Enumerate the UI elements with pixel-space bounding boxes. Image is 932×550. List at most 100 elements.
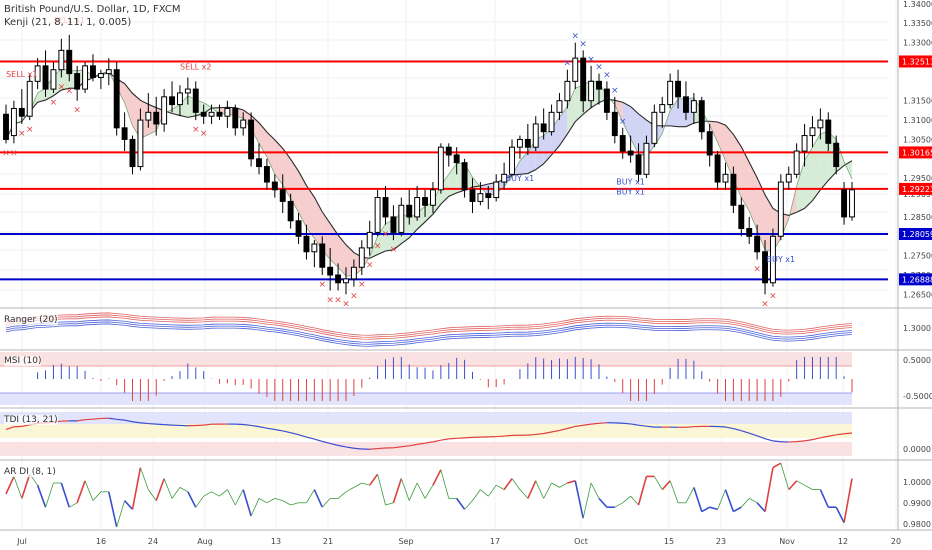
signal-marker: ×: [350, 292, 358, 302]
signal-marker: ×: [753, 265, 761, 275]
tdi-segment: [535, 432, 544, 436]
ranger-line: [5, 323, 853, 347]
tdi-segment: [630, 423, 639, 426]
ardi-segment: [116, 500, 125, 528]
kenji-cloud: [274, 139, 283, 185]
ardi-segment: [385, 502, 394, 506]
kenji-cloud: [741, 146, 750, 212]
signal-marker: ×: [50, 98, 58, 108]
candle-body: [58, 49, 65, 71]
candle-body: [453, 154, 460, 164]
ardi-pane[interactable]: 1.0000 0.9900 0.9800: [5, 462, 931, 529]
kenji-cloud: [757, 177, 766, 250]
ardi-segment: [511, 478, 521, 490]
tdi-pane[interactable]: 0.0000: [0, 412, 931, 456]
candle-body: [50, 69, 57, 90]
candle-body: [350, 266, 357, 280]
kenji-cloud: [203, 102, 212, 114]
signal-label: BUY x1: [506, 174, 535, 183]
candle-body: [706, 131, 713, 156]
candle-body: [10, 107, 17, 137]
candle-body: [817, 119, 824, 129]
kenji-cloud: [432, 184, 441, 215]
tdi-segment: [156, 423, 165, 426]
candle-body: [137, 119, 144, 168]
ardi-segment: [661, 480, 671, 491]
ranger-line: [5, 321, 853, 345]
ardi-segment: [227, 489, 236, 506]
ranger-line: [5, 314, 853, 338]
signal-marker: ×: [65, 86, 73, 96]
tdi-segment: [314, 438, 323, 443]
candle-body: [754, 235, 761, 253]
tdi-segment: [108, 417, 117, 420]
ardi-segment: [685, 487, 695, 503]
time-tick-label: 17: [490, 537, 500, 546]
tdi-segment: [527, 433, 536, 436]
ardi-segment: [519, 489, 529, 499]
ardi-segment: [543, 482, 552, 499]
candle-body: [580, 57, 587, 102]
candle-body: [287, 200, 294, 222]
candle-body: [627, 150, 634, 156]
tdi-segment: [551, 429, 560, 433]
tdi-segment: [812, 437, 821, 441]
indicator-title: Kenji (21, 8, 11, 1, 0.005): [4, 17, 132, 28]
msi-pane[interactable]: 0.5000 -0.5000: [0, 352, 932, 405]
ardi-segment: [764, 467, 774, 512]
price-tick-label: 1.33000: [903, 39, 932, 48]
signal-marker: ×: [595, 63, 603, 73]
signal-marker: ×: [382, 230, 390, 240]
ardi-segment: [195, 495, 204, 508]
symbol-title: British Pound/U.S. Dollar, 1D, FXCM: [4, 4, 181, 15]
kenji-cloud: [559, 106, 568, 146]
candle-body: [208, 111, 215, 117]
ardi-segment: [637, 476, 648, 506]
tdi-segment: [788, 440, 797, 443]
ardi-segment: [266, 498, 276, 504]
candle-body: [548, 111, 555, 133]
signal-marker: ×: [18, 129, 26, 139]
tdi-segment: [322, 440, 331, 445]
ranger-line: [5, 319, 853, 343]
tdi-band-top: [0, 412, 852, 424]
ardi-segment: [819, 489, 830, 508]
ardi-segment: [155, 478, 165, 501]
level-tag-label: 1.32513: [902, 57, 932, 66]
tdi-segment: [401, 445, 410, 448]
kenji-cloud: [812, 133, 821, 201]
candle-body: [738, 204, 745, 230]
ardi-segment: [559, 482, 568, 488]
ardi-segment: [353, 482, 362, 488]
tdi-segment: [298, 434, 307, 438]
ranger-pane[interactable]: 1.3000: [5, 312, 931, 347]
ardi-segment: [377, 474, 386, 506]
level-tag-label: 1.29223: [902, 185, 932, 194]
ardi-segment: [480, 489, 489, 497]
ardi-segment: [749, 498, 758, 504]
candle-body: [841, 189, 848, 218]
tdi-segment: [559, 427, 568, 432]
price-tick-label: 1.26500: [903, 290, 932, 299]
ardi-segment: [487, 484, 497, 497]
tdi-segment: [345, 446, 354, 449]
ardi-segment: [92, 491, 102, 501]
candle-body: [690, 100, 697, 113]
signal-marker: ×: [342, 299, 350, 309]
price-pane[interactable]: × ×× ××× ××× ××× × ××××××××××××××××××SELL x1SE…: [0, 16, 888, 310]
kenji-cloud: [567, 88, 576, 135]
kenji-cloud: [820, 131, 829, 190]
ardi-segment: [772, 462, 782, 469]
tdi-tick-label: 0.0000: [903, 445, 931, 454]
candle-body: [659, 104, 666, 113]
ardi-segment: [408, 482, 418, 501]
candle-body: [248, 119, 255, 160]
time-tick-label: 13: [271, 537, 281, 546]
candle-body: [540, 123, 547, 133]
candle-body: [516, 138, 523, 148]
tdi-segment: [756, 435, 766, 440]
tdi-segment: [140, 422, 149, 425]
signal-marker: ×: [564, 59, 572, 69]
